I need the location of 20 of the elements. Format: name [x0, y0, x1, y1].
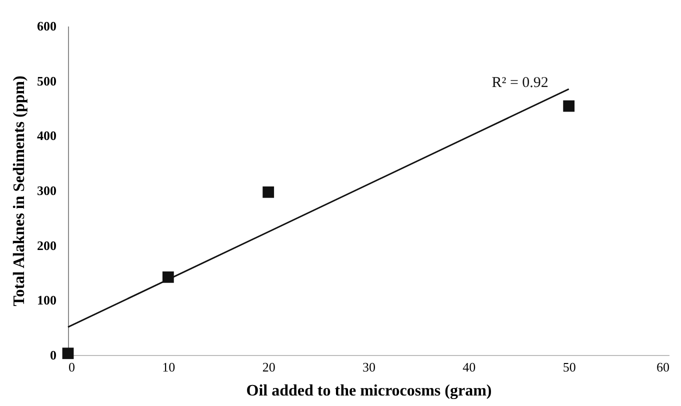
x-tick-label: 60	[656, 360, 670, 374]
y-tick-label: 100	[37, 292, 56, 308]
y-tick-label: 200	[37, 238, 56, 253]
point	[62, 348, 74, 360]
y-tick-label: 500	[37, 73, 56, 88]
x-tick-label: 10	[162, 360, 176, 374]
x-tick-label: 40	[462, 360, 476, 374]
y-tick-label: 400	[37, 128, 56, 144]
point	[262, 186, 274, 198]
x-tick-label: 30	[362, 360, 376, 374]
annotation: R² = 0.92	[492, 74, 548, 91]
x-tick-label: 0	[68, 360, 75, 374]
x-tick-label: 50	[562, 360, 576, 374]
y-tick-label: 300	[37, 183, 56, 198]
point	[563, 100, 575, 112]
y-tick-label: 600	[37, 18, 56, 34]
x-tick-label: 20	[262, 360, 276, 374]
x-axis-title: Oil added to the microcosms (gram)	[246, 382, 492, 400]
y-axis-title: Total Alaknes in Sediments (ppm)	[11, 76, 28, 306]
y-tick-label: 0	[50, 348, 56, 362]
